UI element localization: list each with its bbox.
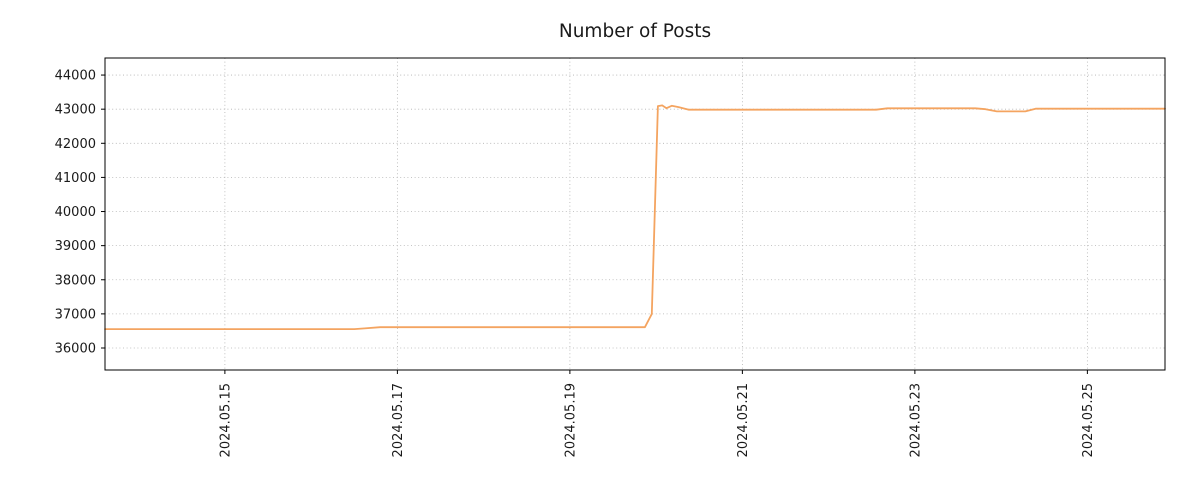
y-tick-label: 37000 (55, 307, 96, 322)
series-line (104, 104, 1166, 331)
y-tick-label: 39000 (55, 239, 96, 254)
x-tick-label: 2024.05.15 (218, 383, 233, 457)
y-tick-labels: 36000 37000 38000 39000 40000 41000 42000 43000… (55, 69, 96, 357)
x-tick-label: 2024.05.19 (563, 383, 578, 457)
plot-border (104, 57, 1166, 371)
chart-title: Number of Posts (559, 21, 711, 42)
axis-ticks (101, 74, 1088, 374)
grid-lines (105, 58, 1165, 370)
x-tick-label: 2024.05.21 (736, 383, 751, 457)
y-tick-label: 38000 (55, 273, 96, 288)
y-tick-label: 44000 (55, 69, 96, 84)
x-tick-label: 2024.05.17 (391, 383, 406, 457)
y-tick-label: 36000 (55, 341, 96, 356)
y-tick-label: 42000 (55, 137, 96, 152)
x-tick-label: 2024.05.25 (1081, 383, 1096, 457)
x-tick-labels: 2024.05.15 2024.05.17 2024.05.19 2024.05.21… (218, 383, 1095, 457)
chart-render-root: 2024.05.15 2024.05.17 2024.05.19 2024.05.21… (55, 57, 1166, 457)
y-tick-label: 40000 (55, 205, 96, 220)
y-tick-label: 43000 (55, 103, 96, 118)
x-tick-label: 2024.05.23 (908, 383, 923, 457)
y-tick-label: 41000 (55, 171, 96, 186)
